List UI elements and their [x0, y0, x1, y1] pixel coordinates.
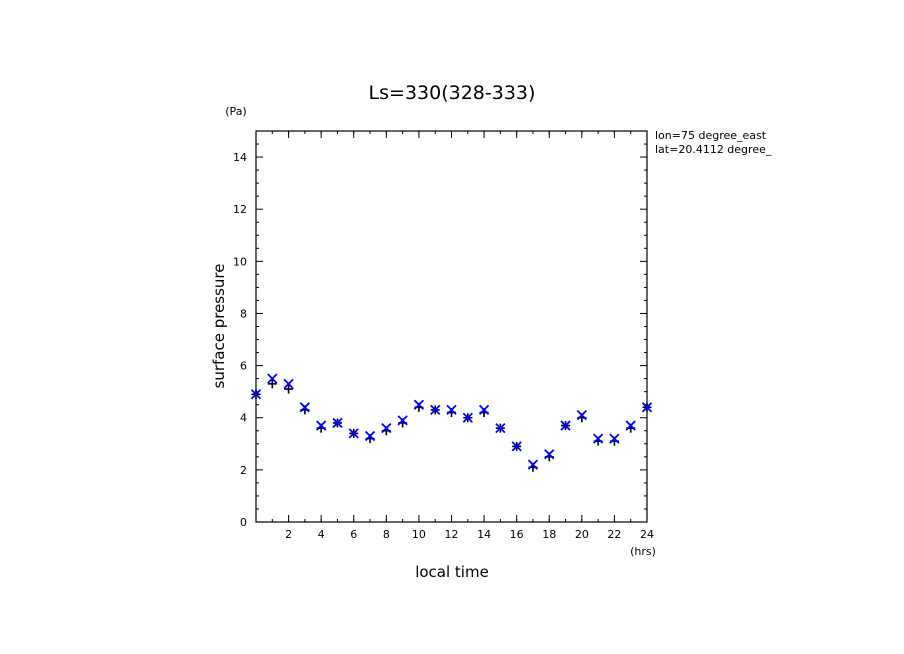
- x-tick-label: 10: [412, 528, 426, 541]
- x-marker-stroke: [299, 402, 311, 413]
- y-tick-label: 0: [240, 516, 247, 529]
- x-marker-stroke: [560, 420, 571, 431]
- data-point-plus: [284, 384, 294, 394]
- y-tick-label: 12: [233, 203, 247, 216]
- data-point-x: [478, 404, 490, 416]
- x-marker-stroke: [625, 420, 636, 431]
- x-tick-label: 4: [318, 528, 325, 541]
- data-point-x: [560, 420, 571, 431]
- annotation-lat: lat=20.4112 degree_: [655, 143, 772, 156]
- x-tick-label: 16: [510, 528, 524, 541]
- data-point-x: [527, 459, 539, 470]
- x-marker-stroke: [511, 441, 522, 452]
- data-point-x: [446, 404, 457, 416]
- data-point-x: [462, 412, 473, 423]
- data-point-x: [576, 409, 587, 421]
- x-marker-stroke: [381, 423, 392, 434]
- x-marker-stroke: [397, 415, 408, 426]
- data-point-x: [625, 420, 636, 431]
- x-tick-label: 8: [383, 528, 390, 541]
- x-marker-stroke: [495, 423, 506, 434]
- x-tick-label: 14: [477, 528, 491, 541]
- x-marker-stroke: [544, 449, 555, 460]
- y-tick-label: 14: [233, 151, 247, 164]
- x-marker-stroke: [527, 459, 539, 470]
- x-axis-label: local time: [415, 563, 489, 581]
- data-point-x: [250, 389, 262, 400]
- data-point-x: [544, 449, 555, 460]
- data-point-x: [267, 373, 278, 384]
- x-marker-stroke: [348, 428, 359, 439]
- y-tick-label: 4: [240, 412, 247, 425]
- chart-title: Ls=330(328-333): [369, 82, 536, 104]
- x-tick-label: 20: [575, 528, 589, 541]
- data-marks: [250, 373, 653, 472]
- y-tick-label: 2: [240, 464, 247, 477]
- x-tick-label: 22: [607, 528, 621, 541]
- data-point-x: [413, 399, 425, 410]
- data-point-x: [511, 441, 522, 452]
- x-unit-label: (hrs): [630, 545, 656, 558]
- x-marker-stroke: [609, 433, 620, 444]
- x-marker-stroke: [446, 404, 457, 416]
- annotation-lon: lon=75 degree_east: [655, 129, 767, 142]
- data-point-x: [283, 378, 294, 389]
- data-point-x: [332, 417, 343, 429]
- x-tick-label: 2: [285, 528, 292, 541]
- x-marker-stroke: [430, 404, 441, 416]
- x-marker-stroke: [316, 420, 327, 431]
- data-point-x: [397, 415, 408, 426]
- x-marker-stroke: [364, 430, 376, 442]
- data-point-x: [299, 402, 311, 413]
- x-marker-stroke: [592, 433, 604, 444]
- y-tick-label: 6: [240, 360, 247, 373]
- x-marker-stroke: [283, 378, 294, 389]
- data-point-plus: [267, 379, 277, 389]
- x-tick-label: 6: [350, 528, 357, 541]
- x-marker-stroke: [332, 417, 343, 429]
- x-tick-label: 24: [640, 528, 654, 541]
- data-point-x: [609, 433, 620, 444]
- data-point-x: [495, 423, 506, 434]
- x-marker-stroke: [462, 412, 473, 423]
- y-tick-label: 10: [233, 255, 247, 268]
- data-point-x: [381, 423, 392, 434]
- x-marker-stroke: [250, 389, 262, 400]
- x-tick-label: 12: [445, 528, 459, 541]
- plot-frame: [255, 130, 648, 523]
- y-axis-label: surface pressure: [210, 264, 228, 389]
- y-unit-label: (Pa): [225, 105, 246, 118]
- y-tick-label: 8: [240, 307, 247, 320]
- x-marker-stroke: [576, 409, 587, 421]
- data-point-x: [641, 402, 653, 413]
- x-marker-stroke: [641, 402, 653, 413]
- data-point-x: [348, 428, 359, 439]
- x-tick-label: 18: [542, 528, 556, 541]
- x-marker-stroke: [267, 373, 278, 384]
- x-marker-stroke: [413, 399, 425, 410]
- data-point-x: [430, 404, 441, 416]
- data-point-x: [316, 420, 327, 431]
- x-marker-stroke: [478, 404, 490, 416]
- data-point-x: [364, 430, 376, 442]
- data-point-x: [592, 433, 604, 444]
